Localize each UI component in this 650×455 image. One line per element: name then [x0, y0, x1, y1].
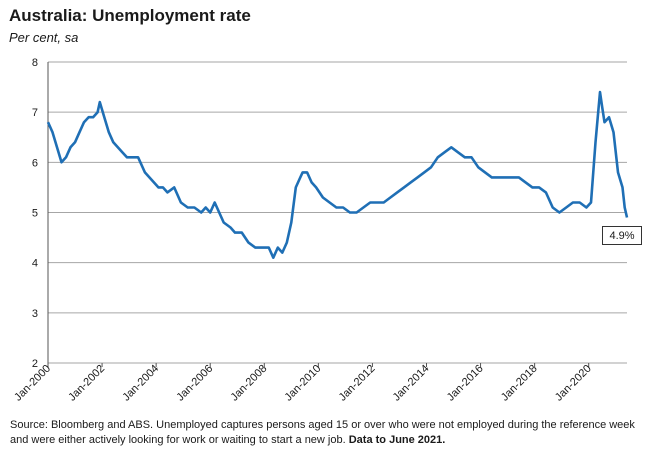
x-tick-label: Jan-2020 [553, 363, 594, 404]
y-tick-label: 2 [32, 358, 38, 370]
x-tick-label: Jan-2008 [228, 363, 269, 404]
y-tick-label: 8 [32, 57, 38, 69]
y-tick-label: 3 [32, 308, 38, 320]
x-tick-label: Jan-2012 [337, 363, 378, 404]
y-tick-label: 5 [32, 208, 38, 220]
x-tick-label: Jan-2018 [499, 363, 540, 404]
x-tick-label: Jan-2014 [391, 363, 432, 404]
last-value-label: 4.9% [602, 226, 642, 245]
x-tick-label: Jan-2002 [66, 363, 107, 404]
y-tick-label: 6 [32, 157, 38, 169]
x-tick-label: Jan-2016 [445, 363, 486, 404]
x-tick-label: Jan-2006 [174, 363, 215, 404]
y-tick-label: 7 [32, 107, 38, 119]
x-tick-label: Jan-2004 [120, 363, 161, 404]
unemployment-rate-series [46, 90, 629, 259]
chart-subtitle: Per cent, sa [9, 30, 79, 45]
source-text: Source: Bloomberg and ABS. Unemployed ca… [10, 419, 635, 446]
chart-title: Australia: Unemployment rate [9, 6, 251, 25]
x-tick-label: Jan-2010 [283, 363, 324, 404]
source-note: Source: Bloomberg and ABS. Unemployed ca… [10, 418, 640, 448]
y-tick-label: 4 [32, 258, 38, 270]
source-data-note: Data to June 2021. [348, 434, 446, 446]
